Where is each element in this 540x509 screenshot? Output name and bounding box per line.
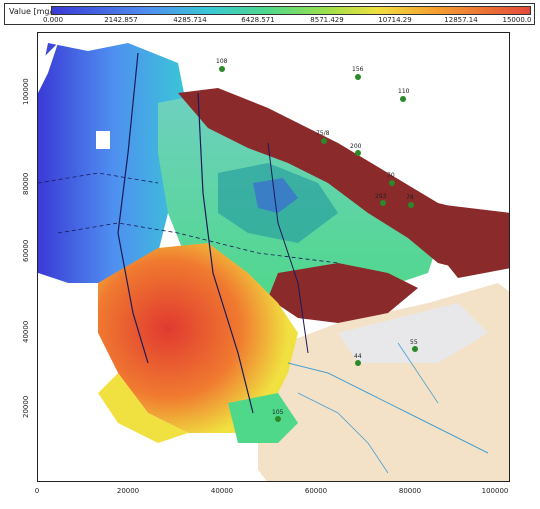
legend-stop-0: 0.000 bbox=[42, 16, 64, 24]
void-south bbox=[138, 433, 267, 481]
well-105[interactable]: 105 bbox=[272, 409, 284, 422]
well-293[interactable]: 293 bbox=[375, 193, 387, 206]
x-tick-1: 20000 bbox=[116, 487, 140, 495]
high-value-zone-south bbox=[268, 263, 418, 323]
contour-line-1 bbox=[57, 222, 339, 264]
well-110[interactable]: 110 bbox=[398, 88, 410, 102]
river-3 bbox=[397, 342, 439, 404]
well-44[interactable]: 44 bbox=[354, 353, 362, 366]
yellow-fringe bbox=[98, 373, 188, 443]
x-tick-4: 80000 bbox=[398, 487, 422, 495]
plume-zone bbox=[98, 243, 298, 433]
well-108[interactable]: 108 bbox=[216, 58, 228, 72]
svg-text:200: 200 bbox=[350, 143, 362, 150]
svg-text:78: 78 bbox=[406, 194, 414, 201]
svg-text:156: 156 bbox=[352, 66, 364, 73]
legend-title: Value [mg/l] bbox=[9, 7, 58, 16]
y-tick-3: 40000 bbox=[22, 320, 30, 343]
legend-stop-4: 8571.429 bbox=[310, 16, 344, 24]
svg-text:105: 105 bbox=[272, 409, 284, 416]
x-tick-2: 40000 bbox=[210, 487, 234, 495]
legend-stop-7: 15000.0 bbox=[502, 16, 532, 24]
contour-map: 108 156 110 75/8 200 70 293 78 bbox=[38, 43, 509, 481]
fault-line-3 bbox=[267, 142, 309, 354]
river-2 bbox=[297, 392, 389, 474]
svg-text:55: 55 bbox=[410, 339, 418, 346]
low-value-zone bbox=[38, 43, 188, 283]
void-nw bbox=[38, 43, 58, 93]
svg-text:293: 293 bbox=[375, 193, 387, 200]
well-55[interactable]: 55 bbox=[410, 339, 418, 352]
contour-line-2 bbox=[38, 172, 159, 184]
high-value-zone-north bbox=[178, 88, 509, 273]
void-west bbox=[96, 131, 110, 149]
map-canvas[interactable]: 108 156 110 75/8 200 70 293 78 bbox=[37, 32, 510, 482]
fault-line-2 bbox=[197, 92, 254, 414]
river-1 bbox=[287, 362, 489, 454]
y-tick-4: 20000 bbox=[22, 395, 30, 418]
legend-stop-2: 4285.714 bbox=[173, 16, 207, 24]
svg-text:75/8: 75/8 bbox=[316, 130, 330, 137]
well-156[interactable]: 156 bbox=[352, 66, 364, 80]
legend-stop-6: 12857.14 bbox=[444, 16, 478, 24]
svg-text:108: 108 bbox=[216, 58, 228, 65]
central-low bbox=[253, 178, 298, 213]
high-value-zone-east bbox=[428, 203, 509, 278]
well-200[interactable]: 200 bbox=[350, 143, 362, 156]
legend-stop-5: 10714.29 bbox=[378, 16, 412, 24]
well-78[interactable]: 78 bbox=[406, 194, 414, 208]
x-tick-5: 100000 bbox=[481, 487, 509, 495]
svg-text:110: 110 bbox=[398, 88, 410, 95]
legend-color-bar bbox=[51, 6, 531, 15]
land-area-gray bbox=[338, 303, 488, 363]
legend-stop-1: 2142.857 bbox=[104, 16, 138, 24]
color-legend: Value [mg/l] 0.000 2142.857 4285.714 642… bbox=[4, 3, 535, 25]
fault-line-1 bbox=[117, 52, 149, 364]
green-south-patch bbox=[228, 393, 298, 443]
y-tick-2: 60000 bbox=[22, 239, 30, 262]
void-sw bbox=[38, 273, 118, 393]
well-70[interactable]: 70 bbox=[387, 172, 395, 186]
x-tick-3: 60000 bbox=[304, 487, 328, 495]
y-tick-0: 100000 bbox=[22, 78, 30, 105]
legend-stop-3: 6428.571 bbox=[241, 16, 275, 24]
svg-text:44: 44 bbox=[354, 353, 362, 360]
x-tick-0: 0 bbox=[34, 487, 40, 495]
y-tick-1: 80000 bbox=[22, 172, 30, 195]
svg-text:70: 70 bbox=[387, 172, 395, 179]
well-75[interactable]: 75/8 bbox=[316, 130, 330, 144]
